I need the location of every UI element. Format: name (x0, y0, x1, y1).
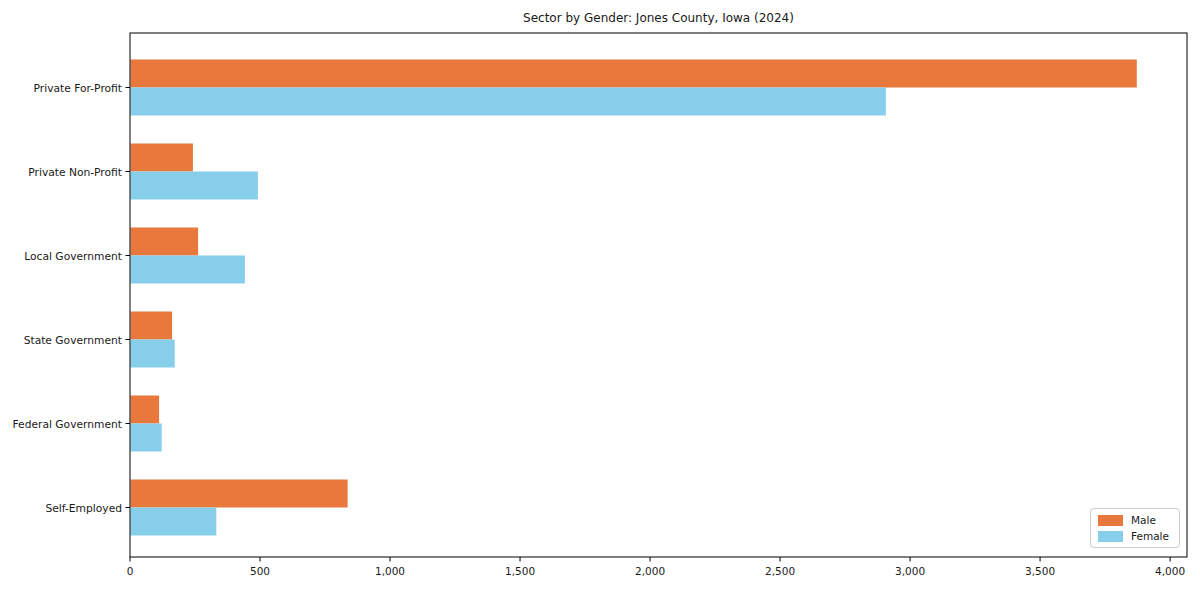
x-tick-label: 3,500 (1025, 565, 1055, 577)
bar-male-local-government (131, 228, 199, 256)
bar-female-self-employed (131, 508, 217, 536)
bar-female-local-government (131, 256, 245, 284)
bar-male-state-government (131, 312, 173, 340)
y-category-label: Local Government (24, 250, 122, 263)
legend-item-male: Male (1098, 514, 1171, 526)
x-tick-label: 4,000 (1155, 565, 1185, 577)
y-category-label: Private Non-Profit (28, 166, 122, 179)
y-category-label: Private For-Profit (34, 82, 122, 95)
legend-label-female: Female (1131, 530, 1169, 542)
x-tick-label: 1,000 (375, 565, 405, 577)
bar-chart: 0 500 1,000 1,500 2,000 2,500 3,000 3,500 4,000 P… (0, 0, 1200, 600)
legend: Male Female (1090, 508, 1180, 548)
x-tick-label: 1,500 (505, 565, 535, 577)
x-tick-label: 0 (127, 565, 134, 577)
legend-label-male: Male (1131, 514, 1156, 526)
x-tick-label: 2,000 (635, 565, 665, 577)
figure: Sector by Gender: Jones County, Iowa (20… (0, 0, 1200, 600)
x-tick-label: 2,500 (765, 565, 795, 577)
bar-male-self-employed (131, 480, 348, 508)
y-category-label: Self-Employed (45, 502, 122, 515)
x-tick-label: 3,000 (895, 565, 925, 577)
y-category-label: Federal Government (13, 418, 122, 431)
bar-female-state-government (131, 340, 175, 368)
y-category-label: State Government (24, 334, 122, 347)
legend-swatch-male (1098, 515, 1123, 526)
legend-item-female: Female (1098, 530, 1171, 542)
bar-male-federal-government (131, 396, 160, 424)
bar-female-private-non-profit (131, 172, 258, 200)
bar-female-private-for-profit (131, 88, 886, 116)
bar-female-federal-government (131, 424, 162, 452)
bar-male-private-non-profit (131, 144, 193, 172)
x-tick-label: 500 (250, 565, 270, 577)
legend-swatch-female (1098, 531, 1123, 542)
bar-male-private-for-profit (131, 60, 1137, 88)
